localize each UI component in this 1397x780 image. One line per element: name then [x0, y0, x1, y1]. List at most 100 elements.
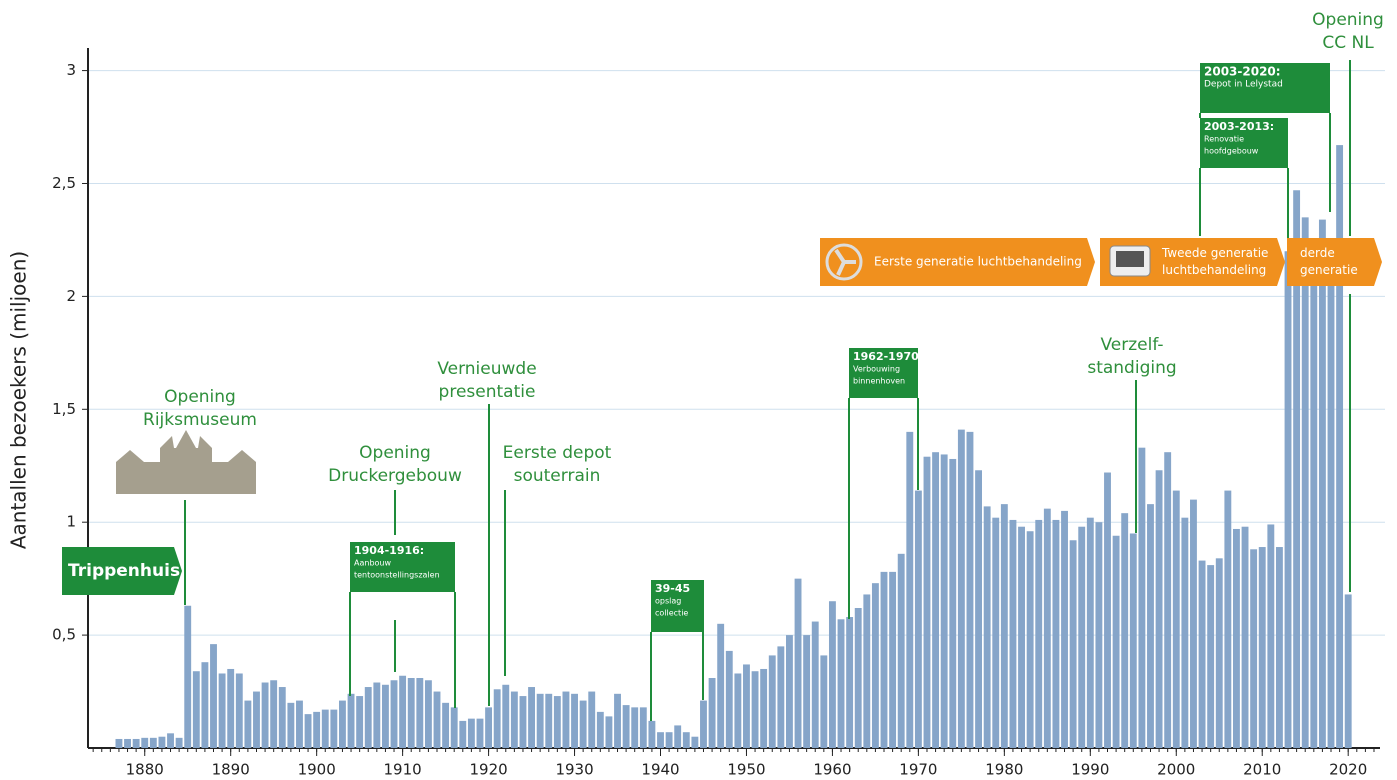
box-text: 1904-1916: — [354, 544, 424, 557]
bar — [588, 692, 595, 748]
bar — [210, 644, 217, 748]
box-text: opslag — [655, 597, 681, 606]
bar — [1130, 533, 1137, 748]
y-tick-label: 2 — [66, 287, 76, 305]
box-text: hoofdgebouw — [1204, 147, 1259, 156]
bar — [803, 635, 810, 748]
bar — [1319, 220, 1326, 748]
bar — [339, 701, 346, 748]
bars — [116, 145, 1352, 748]
bar — [820, 655, 827, 748]
banner-text: Tweede generatie — [1161, 246, 1268, 260]
bar — [623, 705, 630, 748]
bar — [631, 707, 638, 748]
x-tick-label: 1900 — [298, 761, 336, 779]
bar — [666, 732, 673, 748]
x-tick-label: 1890 — [212, 761, 250, 779]
annotation-text: presentatie — [439, 382, 536, 402]
bar — [279, 687, 286, 748]
box-text: tentoonstellingszalen — [354, 571, 440, 580]
bar — [777, 646, 784, 748]
bar — [984, 506, 991, 748]
bar — [296, 701, 303, 748]
bar — [365, 687, 372, 748]
bar — [176, 738, 183, 748]
box-text: Depot in Lelystad — [1204, 80, 1283, 90]
bar — [1035, 520, 1042, 748]
y-tick-label: 1 — [66, 513, 76, 531]
bar — [382, 685, 389, 748]
x-tick-label: 2020 — [1329, 761, 1367, 779]
bar — [683, 732, 690, 748]
box-text: 1962-1970: — [853, 350, 923, 363]
box-text: Verbouwing — [853, 365, 900, 374]
bar — [236, 673, 243, 748]
bar — [743, 664, 750, 748]
x-tick-label: 1990 — [1071, 761, 1109, 779]
bar — [1336, 145, 1343, 748]
bar — [709, 678, 716, 748]
x-tick-label: 1920 — [469, 761, 507, 779]
box-text: 2003-2013: — [1204, 120, 1274, 133]
bar — [906, 432, 913, 748]
box-text: Aanbouw — [354, 559, 391, 568]
banner-text: generatie — [1300, 263, 1358, 277]
bar — [571, 694, 578, 748]
building-icon — [116, 430, 256, 494]
bar — [889, 572, 896, 748]
bar — [786, 635, 793, 748]
bar — [958, 430, 965, 748]
bar — [1001, 504, 1008, 748]
bar — [640, 707, 647, 748]
box-text: Trippenhuis — [68, 561, 180, 581]
bar — [734, 673, 741, 748]
bar — [726, 651, 733, 748]
x-tick-label: 2000 — [1157, 761, 1195, 779]
bar — [967, 432, 974, 748]
bar — [330, 710, 337, 748]
banner-text: derde — [1300, 246, 1335, 260]
bar — [1147, 504, 1154, 748]
bar — [425, 680, 432, 748]
x-tick-label: 1970 — [899, 761, 937, 779]
bar — [752, 671, 759, 748]
bar — [795, 579, 802, 748]
bar — [116, 739, 123, 748]
y-tick-label: 2,5 — [52, 174, 76, 192]
bar — [408, 678, 415, 748]
y-tick-label: 1,5 — [52, 400, 76, 418]
bar — [691, 737, 698, 748]
bar — [1070, 540, 1077, 748]
bar — [459, 721, 466, 748]
x-tick-label: 1940 — [641, 761, 679, 779]
bar — [528, 687, 535, 748]
bar — [812, 622, 819, 748]
bar — [1199, 561, 1206, 748]
bar — [201, 662, 208, 748]
bar — [184, 606, 191, 748]
y-axis-title: Aantallen bezoekers (miljoen) — [7, 251, 31, 549]
bar — [855, 608, 862, 748]
bar — [1250, 549, 1257, 748]
bar — [1285, 251, 1292, 748]
bar — [485, 707, 492, 748]
bar — [1190, 500, 1197, 748]
bar — [1087, 518, 1094, 748]
bar — [1233, 529, 1240, 748]
annotation-text: Opening — [164, 387, 236, 407]
bar — [537, 694, 544, 748]
bar — [881, 572, 888, 748]
banner-text: Eerste generatie luchtbehandeling — [874, 255, 1082, 269]
bar — [1310, 251, 1317, 748]
bar — [502, 685, 509, 748]
x-tick-label: 1960 — [813, 761, 851, 779]
annotation-text: Vernieuwde — [437, 359, 536, 379]
bar — [287, 703, 294, 748]
bar — [442, 703, 449, 748]
bar — [399, 676, 406, 748]
bar — [1113, 536, 1120, 748]
bar — [356, 696, 363, 748]
bar — [1164, 452, 1171, 748]
bar — [141, 738, 148, 748]
x-tick-label: 1910 — [384, 761, 422, 779]
